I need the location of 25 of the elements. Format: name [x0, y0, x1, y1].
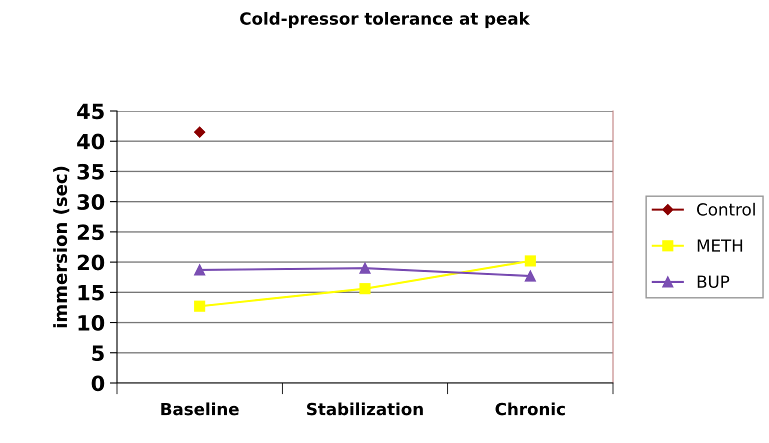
- y-tick-label: 15: [78, 285, 104, 301]
- chart-title: Cold-pressor tolerance at peak: [240, 12, 530, 28]
- y-axis-title: immersion (sec): [53, 166, 70, 328]
- point: [194, 126, 206, 138]
- y-tick-label: 25: [78, 224, 104, 240]
- legend-label: Control: [697, 202, 755, 216]
- point: [194, 264, 206, 276]
- legend-label: METH: [698, 239, 742, 252]
- point: [194, 300, 206, 312]
- y-tick-label: 0: [92, 375, 104, 392]
- y-tick-label: 45: [77, 104, 104, 120]
- y-tick-label: 5: [92, 346, 104, 361]
- x-tick-label: Stabilization: [307, 402, 423, 416]
- y-tick-label: 35: [78, 164, 104, 180]
- y-tick-label: 20: [78, 254, 104, 270]
- y-tick-label: 40: [77, 134, 104, 150]
- point: [359, 262, 371, 274]
- point: [524, 270, 536, 282]
- x-tick-label: Chronic: [496, 402, 565, 416]
- x-tick-label: Baseline: [161, 402, 239, 416]
- y-tick-label: 30: [78, 194, 104, 210]
- y-tick-label: 10: [78, 315, 104, 331]
- point: [359, 283, 371, 294]
- point: [524, 255, 536, 266]
- legend-label: BUP: [698, 276, 730, 288]
